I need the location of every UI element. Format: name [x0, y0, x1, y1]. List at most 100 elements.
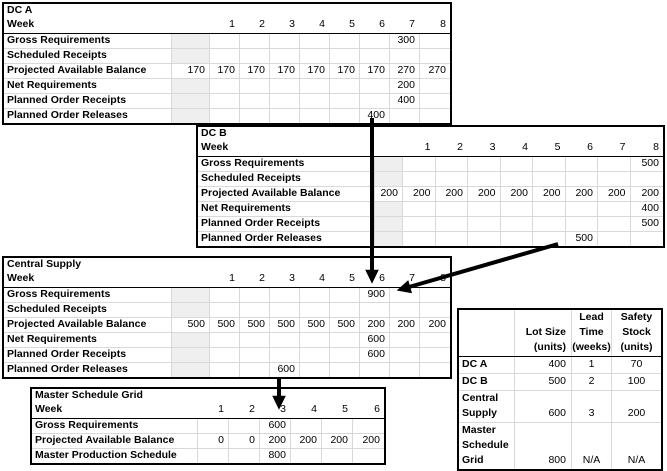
value-cell [501, 171, 533, 186]
row-label: Central Supply [459, 391, 515, 422]
value-cell: 200 [501, 186, 533, 201]
value-cell [330, 78, 360, 93]
value-cell [300, 93, 330, 108]
value-cell: 900 [360, 287, 390, 302]
week-number-cell: 6 [374, 403, 380, 415]
value-cell [436, 201, 468, 216]
initial-value-cell: 500 [172, 317, 210, 332]
value-cell [210, 48, 240, 63]
row-label: Planned Order Releases [198, 231, 375, 246]
value-cell [210, 347, 240, 362]
value-cell: 200 [291, 433, 322, 448]
table-title: DC B [201, 127, 227, 139]
week-number-cell: 7 [619, 141, 626, 153]
initial-value-cell [172, 93, 210, 108]
value-cell [240, 93, 270, 108]
value-cell [210, 33, 240, 48]
value-cell [330, 347, 360, 362]
corner-cell [459, 310, 515, 356]
week-header-row: Week 1 2 3 4 5 6 [32, 403, 384, 419]
value-cell [390, 287, 420, 302]
value-cell [420, 333, 450, 347]
week-number-cell: 2 [259, 272, 265, 284]
value-cell: 500 [240, 317, 270, 332]
value-cell [468, 171, 501, 186]
value-cell [300, 302, 330, 317]
parameters-row: DC A 400 1 70 [459, 357, 661, 374]
value-cell: 500 [641, 216, 659, 229]
value-cell [533, 156, 566, 171]
value-cell [360, 93, 390, 108]
value-cell [501, 201, 533, 216]
initial-value-cell [172, 78, 210, 93]
value-cell: 200 [390, 78, 420, 93]
value-cell: 200 [260, 433, 291, 448]
value-cell [533, 201, 566, 216]
table-row: Planned Order Releases 600 [4, 362, 450, 377]
table-row: Gross Requirements 900 [4, 287, 450, 303]
table-row: Gross Requirements 500 [198, 156, 663, 172]
value-cell: 170 [360, 63, 390, 78]
value-cell: 500 [300, 317, 330, 332]
value-cell [300, 332, 330, 347]
week-number-cell: 3 [489, 141, 496, 153]
value-cell [420, 34, 450, 48]
value-cell [210, 93, 240, 108]
table-row: Planned Order Releases 400 [4, 108, 450, 123]
value-cell [270, 33, 300, 48]
parameters-row: Master Schedule Grid 800 N/A N/A [459, 423, 661, 469]
table-row: Net Requirements 600 [4, 332, 450, 348]
value-cell [210, 78, 240, 93]
value-cell [420, 94, 450, 108]
value-cell: 200 [468, 186, 501, 201]
value-cell [533, 216, 566, 231]
value-cell [598, 216, 631, 231]
value-cell: 200 [598, 186, 631, 201]
initial-value-cell [375, 171, 403, 186]
value-cell: 200 [390, 317, 420, 332]
central-supply-table: Central Supply Week 1 2 3 4 5 6 7 8 Gross Requirem… [2, 256, 452, 379]
value-cell [270, 287, 300, 302]
week-label: Week [201, 141, 229, 153]
row-label: Gross Requirements [32, 418, 198, 433]
value-cell [270, 78, 300, 93]
value-cell [598, 201, 631, 216]
value-cell [198, 448, 229, 463]
week-number-cell: 3 [289, 18, 295, 30]
row-label: Master Production Schedule [32, 448, 198, 463]
safety-stock-cell: 100 [627, 375, 646, 387]
table-row: Scheduled Receipts [4, 302, 450, 318]
initial-value-cell [172, 347, 210, 362]
initial-value-cell: 170 [172, 63, 210, 78]
value-cell: 200 [322, 433, 353, 448]
value-cell [353, 419, 384, 433]
dc-b-table: DC B Week 1 2 3 4 5 6 7 8 Gross Requirements 500 Sch… [196, 125, 665, 248]
value-cell: 200 [533, 186, 566, 201]
value-cell: 600 [270, 362, 300, 377]
value-cell [330, 33, 360, 48]
row-label: Projected Available Balance [4, 317, 172, 332]
week-number-cell: 5 [342, 403, 348, 415]
value-cell [390, 108, 420, 123]
week-number-cell: 4 [319, 272, 325, 284]
value-cell: 0 [198, 433, 229, 448]
week-number-cell: 8 [653, 141, 659, 153]
table-row: Net Requirements 200 [4, 78, 450, 94]
value-cell: 200 [641, 186, 659, 199]
week-number-cell: 6 [379, 18, 385, 30]
value-cell: 500 [330, 317, 360, 332]
value-cell [501, 231, 533, 246]
row-label: Net Requirements [198, 201, 375, 216]
week-number-cell: 3 [289, 272, 295, 284]
value-cell [360, 48, 390, 63]
table-row: Planned Order Receipts 600 [4, 347, 450, 363]
value-cell [240, 362, 270, 377]
value-cell [240, 287, 270, 302]
initial-value-cell [375, 201, 403, 216]
value-cell [300, 287, 330, 302]
row-label: Gross Requirements [4, 33, 172, 48]
parameters-row: Central Supply 600 3 200 [459, 391, 661, 423]
week-number-cell: 6 [587, 141, 593, 153]
value-cell: 170 [270, 63, 300, 78]
master-schedule-grid-table: Master Schedule Grid Week 1 2 3 4 5 6 Gross Requ… [30, 387, 386, 465]
